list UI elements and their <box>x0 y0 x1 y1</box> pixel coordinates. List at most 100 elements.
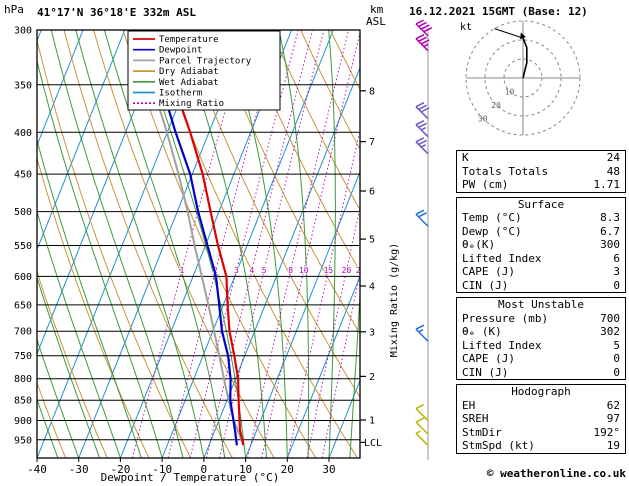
pressure-tick-label: 350 <box>14 80 32 91</box>
isotherm-line <box>328 379 360 458</box>
stat-label: CAPE (J) <box>462 265 515 278</box>
stat-value: 0 <box>613 352 620 365</box>
km-tick-label: 1 <box>369 416 375 427</box>
temp-tick-label: 30 <box>322 463 335 476</box>
wet-adiabat-line <box>328 30 336 458</box>
pressure-tick-label: 650 <box>14 300 32 311</box>
wind-barb-column <box>415 20 433 460</box>
stats-group: Most Unstable Pressure (mb) 700 θₑ (K) 302 Li… <box>456 297 626 380</box>
km-tick-label: 4 <box>369 282 375 293</box>
km-tick-label: 2 <box>369 372 375 383</box>
stat-label: K <box>462 151 469 164</box>
hodograph-ring <box>465 20 581 136</box>
stat-value: 6.7 <box>600 224 620 238</box>
pressure-tick-label: 750 <box>14 351 32 362</box>
temperature-line <box>157 30 245 446</box>
dry-adiabat-line <box>270 30 360 212</box>
temp-tick-label: 20 <box>281 463 294 476</box>
stats-group-title: Surface <box>517 197 565 211</box>
dewpoint-line <box>148 30 238 446</box>
x-axis-title: Dewpoint / Temperature (°C) <box>101 471 280 484</box>
stat-row: CIN (J) 0 <box>457 366 625 380</box>
mixing-ratio-line <box>167 30 280 458</box>
stat-label: Lifted Index <box>462 338 542 352</box>
stat-row: EH 62 <box>457 399 625 413</box>
stat-row: SREH 97 <box>457 412 625 426</box>
stat-row: Totals Totals 48 <box>457 165 625 179</box>
temp-tick-label: -20 <box>110 463 130 476</box>
stat-row: CAPE (J) 3 <box>457 265 625 279</box>
legend-label: Mixing Ratio <box>159 99 224 109</box>
mixing-ratio-line-label: 15 <box>324 266 334 275</box>
stat-value: 8.3 <box>600 211 620 224</box>
stat-row: Lifted Index 5 <box>457 339 625 353</box>
stat-value: 3 <box>613 265 620 278</box>
stat-row: CIN (J) 0 <box>457 279 625 293</box>
km-unit-label: km <box>370 3 384 16</box>
mixing-ratio-line-label: 20 <box>342 266 352 275</box>
skewt-chart: hPa 41°17'N 36°18'E 332m ASL km ASL LCL … <box>4 3 400 484</box>
legend-label: Wet Adiabat <box>159 78 219 88</box>
wet-adiabat-line <box>37 338 80 458</box>
hodograph-trace <box>522 37 528 79</box>
datetime-title: 16.12.2021 15GMT (Base: 12) <box>409 5 588 18</box>
stat-label: θₑ (K) <box>462 325 502 338</box>
plot-layers: 1 2 3 4 5 8 10 15 20 25 <box>37 30 366 458</box>
mixing-ratio-line-label: 1 <box>179 266 184 275</box>
stat-label: StmSpd (kt) <box>462 439 535 452</box>
hodograph-ring <box>503 58 543 98</box>
km-tick-label: 3 <box>369 327 375 338</box>
mixing-ratio-line-label: 10 <box>299 266 309 275</box>
parcel-trajectory-line <box>134 30 245 446</box>
pressure-tick-label: 400 <box>14 128 32 139</box>
stat-row: StmDir 192° <box>457 426 625 440</box>
stat-label: PW (cm) <box>462 178 509 191</box>
isotherm-line <box>245 170 360 458</box>
pressure-unit-label: hPa <box>4 3 24 16</box>
stat-label: CIN (J) <box>462 365 509 379</box>
hodograph-trace-extension <box>494 28 524 39</box>
mixing-ratio-axis-title: Mixing Ratio (g/kg) <box>389 243 400 357</box>
stat-row: CAPE (J) 0 <box>457 352 625 366</box>
stat-row: Lifted Index 6 <box>457 252 625 266</box>
stat-label: Lifted Index <box>462 251 542 265</box>
legend-label: Parcel Trajectory <box>159 56 252 66</box>
stat-row: Temp (°C) 8.3 <box>457 211 625 225</box>
pressure-tick-label: 300 <box>14 26 32 37</box>
pressure-tick-label: 850 <box>14 396 32 407</box>
stats-group-title: Most Unstable <box>497 298 585 311</box>
stat-value: 48 <box>606 164 620 178</box>
stat-label: Pressure (mb) <box>462 311 549 325</box>
dry-adiabat-line <box>241 30 360 273</box>
stat-value: 5 <box>613 338 620 352</box>
dry-adiabat-line <box>37 381 67 458</box>
pressure-tick-label: 950 <box>14 435 32 446</box>
pressure-tick-label: 900 <box>14 416 32 427</box>
stat-label: SREH <box>462 412 489 425</box>
hodograph-arrowhead <box>520 32 526 40</box>
stat-row: θₑ (K) 302 <box>457 325 625 339</box>
stat-label: StmDir <box>462 425 502 439</box>
mixing-ratio-line-label: 4 <box>249 266 254 275</box>
mixing-ratio-line <box>205 30 313 458</box>
hodograph-ring-label: 20 <box>491 101 501 110</box>
stat-value: 62 <box>606 398 620 412</box>
stat-value: 302 <box>600 325 620 338</box>
stat-label: CIN (J) <box>462 278 509 292</box>
wind-barb <box>415 430 429 446</box>
stat-value: 0 <box>613 278 620 292</box>
pressure-tick-label: 800 <box>14 374 32 385</box>
stat-value: 6 <box>613 251 620 265</box>
hodograph-ring-label: 10 <box>505 87 515 96</box>
stat-value: 97 <box>606 412 620 425</box>
dry-adiabat-line <box>300 30 360 151</box>
mixing-ratio-line-label: 5 <box>262 266 267 275</box>
stat-row: StmSpd (kt) 19 <box>457 439 625 453</box>
temp-tick-label: -40 <box>27 463 47 476</box>
wind-barb <box>415 34 430 52</box>
mixing-ratio-line-label: 25 <box>356 266 366 275</box>
stats-group-title: Hodograph <box>511 385 571 398</box>
dry-adiabat-line <box>359 30 360 32</box>
stats-panel: K 24 Totals Totals 48 PW (cm) 1.71 Surface Temp… <box>456 150 626 458</box>
